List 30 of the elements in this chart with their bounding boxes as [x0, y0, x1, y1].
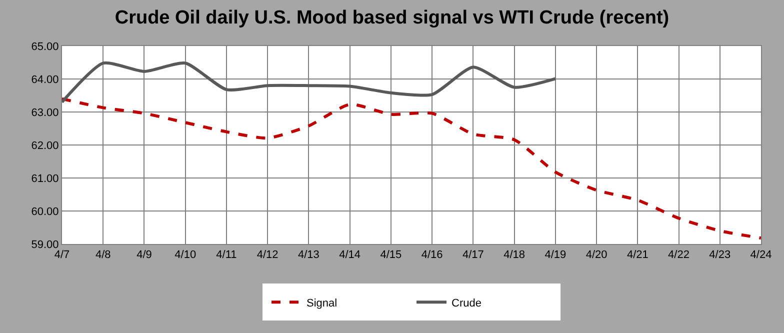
y-tick-label: 63.00: [31, 106, 59, 119]
y-tick-label: 62.00: [31, 140, 59, 152]
legend-label: Crude: [452, 297, 482, 310]
y-tick-label: 60.00: [31, 206, 59, 218]
line-series: [62, 61, 557, 104]
line-series: [62, 97, 761, 240]
x-tick-label: 4/23: [709, 249, 731, 262]
x-tick-label: 4/19: [544, 249, 566, 262]
chart-title: Crude Oil daily U.S. Mood based signal vs WTI Crude (recent): [114, 7, 670, 28]
x-tick-label: 4/21: [626, 249, 648, 262]
x-tick-label: 4/16: [421, 249, 443, 262]
x-tick-label: 4/24: [750, 249, 772, 262]
x-tick-label: 4/13: [298, 249, 320, 262]
y-tick-label: 65.00: [31, 40, 59, 53]
x-tick-label: 4/9: [136, 249, 152, 262]
x-tick-label: 4/22: [668, 249, 690, 262]
y-tick-label: 61.00: [31, 172, 59, 185]
x-tick-label: 4/7: [54, 249, 70, 262]
x-tick-label: 4/8: [95, 249, 111, 262]
x-tick-label: 4/18: [504, 249, 525, 262]
x-tick-label: 4/14: [339, 249, 361, 262]
y-tick-label: 64.00: [31, 74, 59, 86]
x-tick-label: 4/20: [586, 249, 608, 262]
legend-label: Signal: [306, 297, 338, 310]
x-tick-label: 4/17: [462, 249, 484, 262]
x-tick-label: 4/11: [216, 249, 237, 262]
x-tick-label: 4/12: [256, 249, 278, 262]
y-tick-label: 59.00: [31, 238, 59, 251]
x-tick-label: 4/15: [380, 249, 402, 262]
x-tick-label: 4/10: [174, 249, 196, 262]
